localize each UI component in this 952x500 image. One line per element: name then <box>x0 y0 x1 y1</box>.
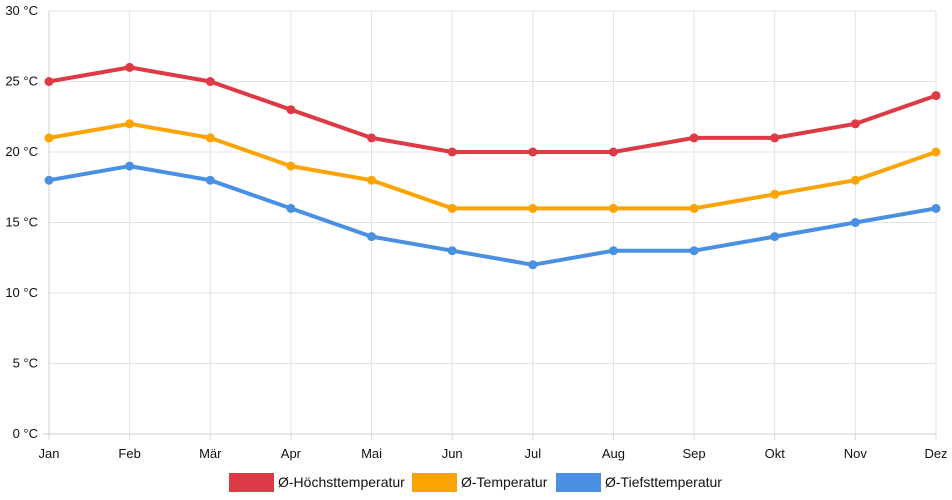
data-point <box>770 232 780 242</box>
legend-label: Ø-Tiefsttemperatur <box>605 474 722 490</box>
data-point <box>931 147 941 157</box>
series-line <box>47 65 938 154</box>
data-point <box>367 175 377 185</box>
data-point <box>608 246 618 256</box>
legend-swatch <box>412 473 457 492</box>
data-point <box>608 203 618 213</box>
data-point <box>286 161 296 171</box>
series-line <box>47 121 938 211</box>
x-tick-label: Jul <box>525 446 542 461</box>
y-tick-label: 5 °C <box>13 356 38 371</box>
y-tick-label: 10 °C <box>5 285 38 300</box>
legend-item[interactable]: Ø-Höchsttemperatur <box>229 473 405 492</box>
series-2 <box>44 119 941 213</box>
y-axis-tick-labels: 0 °C 5 °C 10 °C 15 °C 20 °C 25 °C 30 °C <box>5 3 38 441</box>
legend-label: Ø-Höchsttemperatur <box>278 474 405 490</box>
x-axis-tick-labels: Jan Feb Mär Apr Mai Jun Jul Aug Sep Okt Nov Dez <box>39 446 948 461</box>
legend-swatch <box>229 473 274 492</box>
data-point <box>850 175 860 185</box>
x-tick-label: Mär <box>199 446 222 461</box>
legend-item[interactable]: Ø-Temperatur <box>412 473 548 492</box>
data-point <box>447 203 457 213</box>
data-point <box>689 246 699 256</box>
x-tick-label: Jan <box>39 446 60 461</box>
data-point <box>689 133 699 143</box>
data-point <box>528 260 538 270</box>
data-point <box>528 147 538 157</box>
data-point <box>205 77 215 86</box>
y-tick-label: 25 °C <box>5 74 38 89</box>
data-point <box>367 232 377 242</box>
legend-swatch <box>556 473 601 492</box>
y-tick-label: 20 °C <box>5 144 38 159</box>
data-point <box>931 91 941 101</box>
data-point <box>44 175 54 185</box>
gridlines <box>48 10 937 440</box>
data-point <box>850 218 860 227</box>
data-point <box>205 175 215 185</box>
series-lines <box>44 62 941 270</box>
series-3 <box>44 161 941 270</box>
data-point <box>447 147 457 157</box>
data-point <box>367 133 377 143</box>
data-point <box>44 133 54 143</box>
data-point <box>125 161 135 171</box>
legend: Ø-Höchsttemperatur Ø-Temperatur Ø-Tiefstte… <box>229 473 722 492</box>
data-point <box>770 133 780 143</box>
data-point <box>931 203 941 213</box>
data-point <box>447 246 457 256</box>
series-1 <box>44 62 941 157</box>
y-tick-label: 0 °C <box>13 426 38 441</box>
x-tick-label: Nov <box>844 446 868 461</box>
data-point <box>770 189 780 199</box>
data-point <box>850 119 860 129</box>
data-point <box>125 119 135 129</box>
legend-item[interactable]: Ø-Tiefsttemperatur <box>556 473 722 492</box>
series-line <box>47 164 938 267</box>
data-point <box>205 133 215 143</box>
x-tick-label: Feb <box>118 446 140 461</box>
y-tick-label: 15 °C <box>5 215 38 230</box>
x-tick-label: Mai <box>361 446 382 461</box>
data-point <box>44 77 54 86</box>
x-tick-label: Okt <box>765 446 786 461</box>
x-tick-label: Jun <box>442 446 463 461</box>
x-tick-label: Sep <box>683 446 706 461</box>
x-tick-label: Dez <box>924 446 947 461</box>
data-point <box>528 203 538 213</box>
legend-label: Ø-Temperatur <box>461 474 548 490</box>
data-point <box>286 203 296 213</box>
data-point <box>608 147 618 157</box>
data-point <box>125 62 135 72</box>
data-point <box>286 105 296 115</box>
data-point <box>689 203 699 213</box>
y-tick-label: 30 °C <box>5 3 38 18</box>
x-tick-label: Apr <box>281 446 302 461</box>
x-tick-label: Aug <box>602 446 625 461</box>
